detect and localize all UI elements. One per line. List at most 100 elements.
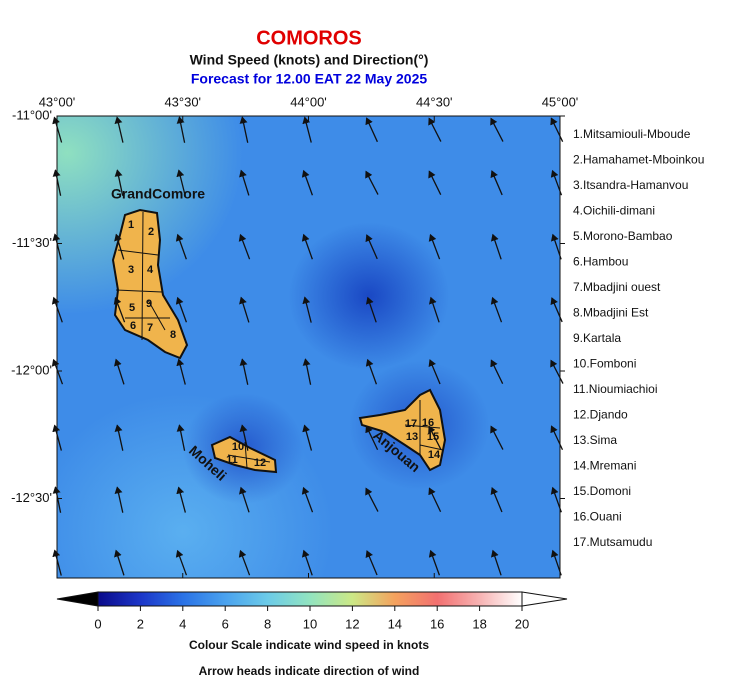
colorbar-tick-label: 0 — [94, 616, 101, 631]
wind-arrow — [302, 116, 312, 143]
wind-arrow — [176, 116, 186, 143]
lon-tick-label: 43°00' — [39, 94, 76, 109]
wind-arrow — [490, 296, 503, 323]
district-number: 1 — [128, 219, 134, 231]
colorbar-over — [521, 591, 568, 607]
wind-arrow — [238, 549, 251, 576]
wind-arrow — [114, 169, 124, 196]
wind-arrow — [490, 117, 504, 142]
wind-arrow — [238, 233, 251, 260]
legend-entry: 8.Mbadjini Est — [573, 306, 649, 320]
district-number: 3 — [128, 264, 134, 276]
lon-tick-label: 43°30' — [164, 94, 201, 109]
wind-arrow — [239, 116, 249, 143]
wind-arrow — [365, 234, 378, 260]
wind-arrow — [175, 549, 188, 576]
wind-arrow — [301, 549, 313, 576]
wind-arrow — [239, 358, 249, 385]
wind-arrow — [428, 233, 441, 260]
wind-arrow — [550, 117, 564, 142]
wind-arrow — [239, 424, 249, 451]
legend-entry: 15.Domoni — [573, 484, 631, 498]
wind-arrow — [490, 359, 504, 384]
wind-arrow — [428, 296, 440, 323]
wind-arrow — [175, 233, 187, 260]
island-label: GrandComore — [111, 186, 205, 202]
legend-entry: 17.Mutsamudu — [573, 535, 652, 549]
legend-entry: 16.Ouani — [573, 510, 622, 524]
wind-arrow — [428, 549, 441, 576]
colorbar-tick-label: 20 — [515, 616, 529, 631]
colorbar-tick-label: 8 — [264, 616, 271, 631]
wind-arrow — [365, 296, 377, 323]
wind-arrow — [176, 486, 186, 513]
legend-entry: 12.Djando — [573, 408, 628, 422]
subtitle: Wind Speed (knots) and Direction(°) — [190, 52, 429, 68]
wind-arrow — [365, 550, 378, 576]
district-number: 9 — [146, 298, 152, 310]
wind-arrow — [114, 486, 124, 513]
colorbar-tick-label: 10 — [303, 616, 317, 631]
wind-arrow — [428, 487, 442, 513]
district-number: 17 — [405, 418, 417, 430]
wind-arrow — [114, 233, 125, 260]
district-number: 4 — [147, 264, 154, 276]
wind-arrow — [176, 169, 186, 196]
wind-arrow — [302, 296, 312, 323]
legend-entry: 1.Mitsamiouli-Mboude — [573, 127, 691, 141]
wind-arrow — [490, 487, 503, 513]
district-number: 6 — [130, 320, 136, 332]
colorbar-tick-label: 14 — [388, 616, 402, 631]
legend-entry: 7.Mbadjini ouest — [573, 280, 661, 294]
wind-arrow — [428, 170, 442, 195]
wind-arrow — [52, 116, 63, 143]
wind-arrow — [52, 486, 62, 513]
wind-arrows — [51, 116, 564, 576]
legend-entry: 13.Sima — [573, 433, 617, 447]
legend-entry: 4.Oichili-dimani — [573, 204, 655, 218]
lat-tick-label: -11°30' — [12, 235, 52, 250]
wind-arrow — [239, 169, 250, 196]
colorbar-under — [56, 591, 99, 607]
wind-arrow — [113, 296, 126, 323]
wind-arrow — [550, 425, 564, 451]
colorbar-tick-label: 12 — [345, 616, 359, 631]
district-number: 16 — [422, 417, 434, 429]
annotations: 43°00' 43°30' 44°00' 44°30' 45°00' -11°00' -11… — [11, 94, 704, 631]
district-number: 14 — [428, 449, 441, 461]
lat-tick-label: -12°30' — [11, 490, 52, 505]
wind-arrow — [239, 486, 250, 513]
legend-entry: 2.Hamahamet-Mboinkou — [573, 153, 704, 167]
wind-arrow — [365, 117, 378, 143]
wind-arrow — [302, 424, 313, 451]
legend-entry: 9.Kartala — [573, 331, 621, 345]
wind-arrow — [365, 170, 379, 195]
wind-arrow — [114, 116, 124, 143]
wind-arrow — [365, 425, 379, 451]
wind-arrow — [428, 117, 442, 142]
colorbar-tick-label: 16 — [430, 616, 444, 631]
district-number: 11 — [226, 454, 238, 466]
legend-entry: 5.Morono-Bambao — [573, 229, 673, 243]
wind-arrow — [176, 424, 186, 451]
wind-arrow — [490, 233, 502, 260]
grande-comore — [111, 208, 189, 360]
wind-arrow — [114, 549, 125, 576]
legend-entry: 6.Hambou — [573, 255, 628, 269]
wind-arrow — [428, 359, 441, 385]
wind-arrow — [490, 549, 502, 576]
wind-arrow — [52, 233, 62, 260]
wind-arrow — [176, 358, 186, 385]
district-number: 10 — [232, 441, 244, 453]
wind-arrow — [239, 296, 250, 323]
lat-tick-label: -11°00' — [12, 107, 52, 122]
islands — [111, 208, 447, 474]
arrow-note: Arrow heads indicate direction of wind — [199, 664, 420, 678]
wind-arrow — [365, 487, 379, 512]
wind-arrow — [302, 358, 312, 385]
wind-arrow — [301, 486, 314, 513]
district-number: 5 — [129, 302, 135, 314]
wind-arrow — [114, 424, 124, 451]
colorbar-tick-label: 6 — [222, 616, 229, 631]
lon-tick-label: 44°00' — [290, 94, 327, 109]
